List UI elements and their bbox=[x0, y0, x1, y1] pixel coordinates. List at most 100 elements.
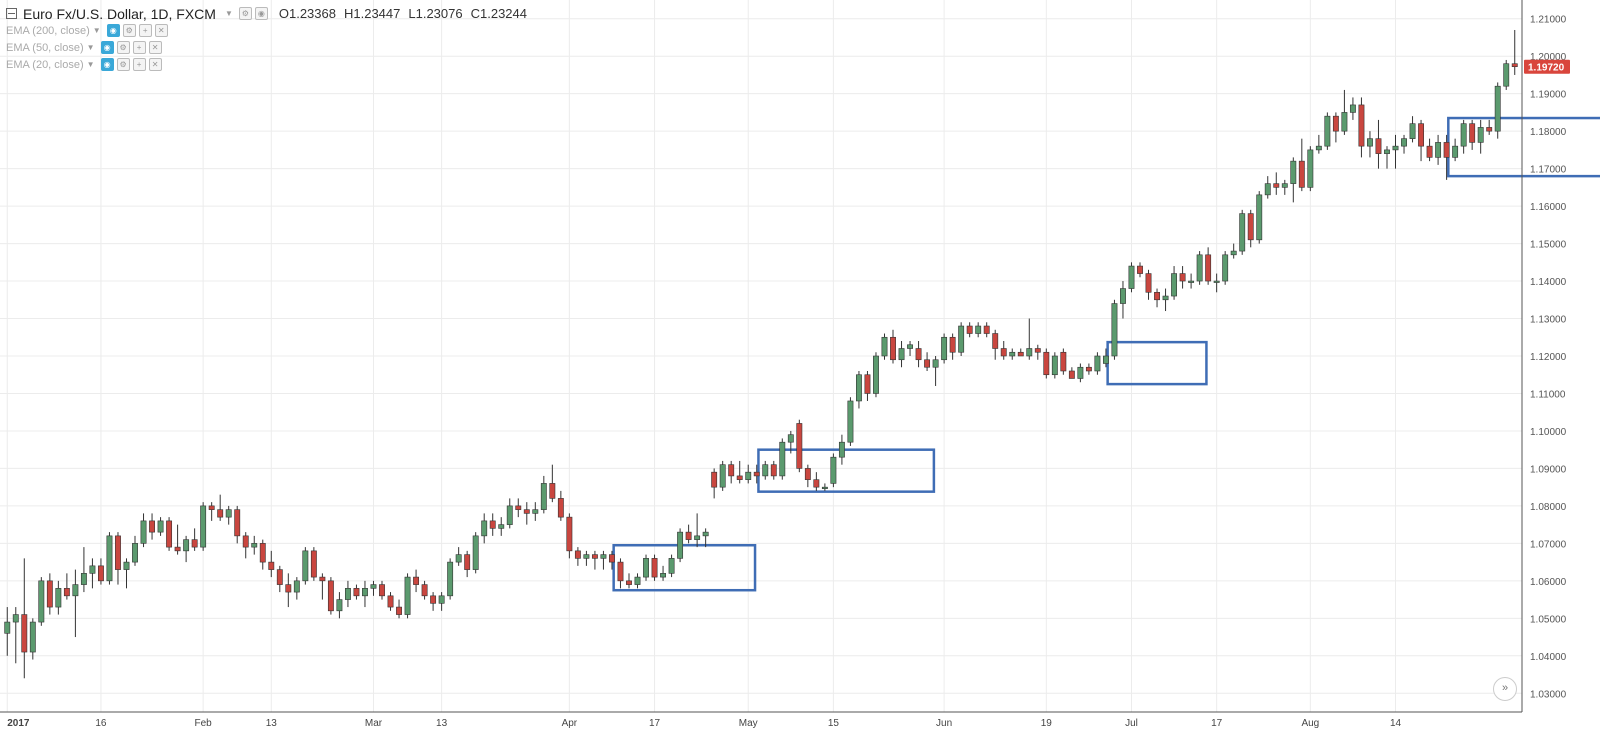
low-label: L bbox=[408, 6, 416, 21]
candle-body bbox=[1171, 273, 1178, 297]
chevron-down-icon[interactable]: ▼ bbox=[86, 43, 95, 52]
candle-body bbox=[745, 471, 752, 480]
candle bbox=[634, 573, 641, 589]
eye-icon[interactable]: ◉ bbox=[100, 41, 114, 54]
candle bbox=[276, 565, 283, 593]
candle-body bbox=[489, 520, 496, 529]
candle-body bbox=[80, 573, 87, 585]
consolidation-box bbox=[757, 448, 936, 493]
candle-body bbox=[1256, 194, 1263, 241]
close-icon[interactable]: ✕ bbox=[154, 24, 168, 37]
candle bbox=[881, 333, 888, 360]
candle bbox=[736, 460, 743, 484]
candle bbox=[413, 569, 420, 593]
candle-body bbox=[302, 550, 309, 582]
candle-body bbox=[770, 464, 777, 477]
candle-body bbox=[1477, 127, 1484, 143]
indicator-label[interactable]: EMA (50, close) bbox=[6, 41, 84, 54]
plus-icon[interactable]: + bbox=[132, 58, 146, 71]
settings-icon[interactable]: ⚙ bbox=[238, 7, 252, 20]
candle bbox=[464, 550, 471, 578]
candle bbox=[1256, 191, 1263, 244]
grid-lines bbox=[0, 0, 1522, 712]
consolidation-boxes bbox=[612, 116, 1600, 592]
candle bbox=[1298, 138, 1305, 192]
x-tick-label: 2017 bbox=[7, 718, 30, 729]
y-tick-label: 1.09000 bbox=[1530, 464, 1567, 475]
candle-body bbox=[890, 336, 896, 361]
y-tick-label: 1.03000 bbox=[1530, 689, 1567, 700]
candle bbox=[140, 513, 147, 548]
candle-body bbox=[1443, 142, 1450, 158]
candle bbox=[821, 483, 828, 491]
indicator-row-ema50[interactable]: EMA (50, close) ▼ ◉ ⚙ + ✕ bbox=[6, 39, 527, 56]
indicator-row-ema200[interactable]: EMA (200, close) ▼ ◉ ⚙ + ✕ bbox=[6, 22, 527, 39]
chevron-down-icon[interactable]: ▼ bbox=[224, 9, 233, 18]
candle bbox=[506, 498, 513, 529]
candle bbox=[63, 573, 70, 600]
eye-icon[interactable]: ◉ bbox=[254, 7, 268, 20]
indicator-label[interactable]: EMA (20, close) bbox=[6, 58, 84, 71]
candle-body bbox=[856, 374, 862, 402]
candle bbox=[753, 464, 760, 484]
candle bbox=[1239, 209, 1246, 255]
plus-icon[interactable]: + bbox=[138, 24, 152, 37]
last-price-label: 1.19720 bbox=[1528, 63, 1565, 74]
ohlc-open: O1.23368 bbox=[279, 6, 336, 21]
candle bbox=[319, 573, 326, 600]
scroll-to-realtime-button[interactable]: » bbox=[1493, 677, 1517, 701]
candle-body bbox=[1009, 351, 1016, 357]
settings-icon[interactable]: ⚙ bbox=[122, 24, 136, 37]
candle bbox=[46, 573, 53, 615]
x-tick-label: Aug bbox=[1301, 718, 1319, 729]
chevron-down-icon[interactable]: ▼ bbox=[86, 60, 95, 69]
close-icon[interactable]: ✕ bbox=[148, 58, 162, 71]
candle bbox=[617, 558, 624, 589]
symbol-title[interactable]: Euro Fx/U.S. Dollar, 1D, FXCM bbox=[23, 5, 216, 22]
candle-body bbox=[183, 539, 190, 552]
collapse-icon[interactable] bbox=[6, 8, 17, 19]
candle bbox=[1264, 176, 1271, 199]
x-tick-label: 13 bbox=[436, 718, 448, 729]
candle bbox=[115, 532, 121, 585]
candle bbox=[481, 513, 488, 544]
candle bbox=[455, 547, 462, 566]
candle-body bbox=[1460, 123, 1467, 147]
candle bbox=[591, 550, 598, 570]
candle-body bbox=[591, 554, 598, 559]
eye-icon[interactable]: ◉ bbox=[106, 24, 120, 37]
candle bbox=[166, 517, 173, 551]
candle bbox=[685, 524, 692, 544]
indicator-row-ema20[interactable]: EMA (20, close) ▼ ◉ ⚙ + ✕ bbox=[6, 56, 527, 73]
candle bbox=[787, 430, 794, 454]
candle bbox=[1034, 344, 1041, 360]
candle bbox=[21, 558, 28, 679]
candle bbox=[975, 322, 982, 338]
candle bbox=[745, 464, 752, 484]
indicator-label[interactable]: EMA (200, close) bbox=[6, 24, 90, 37]
y-tick-label: 1.15000 bbox=[1530, 240, 1567, 251]
candle-body bbox=[609, 554, 615, 563]
candle-body bbox=[1060, 351, 1067, 372]
close-icon[interactable]: ✕ bbox=[148, 41, 162, 54]
candle-body bbox=[166, 520, 173, 548]
settings-icon[interactable]: ⚙ bbox=[116, 41, 130, 54]
candle bbox=[225, 505, 232, 525]
eye-icon[interactable]: ◉ bbox=[100, 58, 114, 71]
candle-body bbox=[1290, 160, 1297, 184]
candle-body bbox=[796, 423, 803, 469]
chevron-down-icon[interactable]: ▼ bbox=[92, 26, 101, 35]
candle-body bbox=[983, 325, 990, 334]
candle-body bbox=[123, 561, 130, 570]
candle bbox=[1401, 134, 1407, 154]
settings-icon[interactable]: ⚙ bbox=[116, 58, 130, 71]
candle-body bbox=[787, 434, 794, 443]
candle-body bbox=[506, 505, 513, 525]
plus-icon[interactable]: + bbox=[132, 41, 146, 54]
x-tick-label: 17 bbox=[1211, 718, 1223, 729]
ohlc-low: L1.23076 bbox=[408, 6, 462, 21]
candle-body bbox=[362, 588, 368, 597]
candle bbox=[983, 322, 990, 338]
